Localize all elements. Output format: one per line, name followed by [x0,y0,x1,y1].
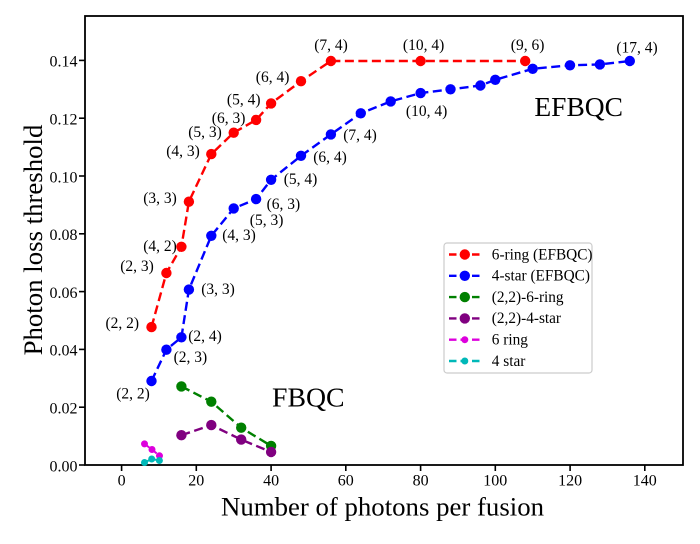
svg-text:0.08: 0.08 [50,227,78,244]
svg-text:Photon loss threshold: Photon loss threshold [18,124,48,355]
svg-text:(4, 3): (4, 3) [222,227,256,244]
svg-text:(2, 3): (2, 3) [120,258,154,275]
svg-text:(10, 4): (10, 4) [403,37,444,54]
svg-text:(6, 3): (6, 3) [267,196,301,213]
svg-text:(5, 3): (5, 3) [188,124,222,141]
svg-text:(6, 4): (6, 4) [256,69,290,86]
svg-text:(6, 4): (6, 4) [313,149,347,166]
svg-text:(5, 3): (5, 3) [250,212,284,229]
svg-text:(2,2)-6-ring: (2,2)-6-ring [492,289,564,306]
svg-text:(5, 4): (5, 4) [284,171,318,188]
svg-text:(6, 3): (6, 3) [212,110,246,127]
svg-text:40: 40 [263,473,279,490]
svg-text:100: 100 [483,473,507,490]
svg-text:(2, 2): (2, 2) [116,386,150,403]
svg-text:(7, 4): (7, 4) [343,127,377,144]
svg-text:60: 60 [338,473,354,490]
svg-text:(2, 3): (2, 3) [174,349,208,366]
svg-text:(2, 4): (2, 4) [188,328,222,345]
svg-text:0: 0 [118,473,126,490]
svg-text:0.12: 0.12 [50,112,78,129]
svg-text:6-ring (EFBQC): 6-ring (EFBQC) [492,246,593,263]
svg-text:0.06: 0.06 [50,285,78,302]
svg-text:0.14: 0.14 [50,54,78,71]
svg-text:6 ring: 6 ring [492,332,528,349]
svg-text:80: 80 [413,473,429,490]
svg-text:140: 140 [633,473,657,490]
svg-text:(2,2)-4-star: (2,2)-4-star [492,310,561,327]
svg-text:0.00: 0.00 [50,458,78,475]
svg-text:(3, 3): (3, 3) [143,190,177,207]
svg-text:(5, 4): (5, 4) [227,92,261,109]
svg-text:(4, 2): (4, 2) [143,238,177,255]
svg-text:(9, 6): (9, 6) [511,37,545,54]
svg-text:FBQC: FBQC [272,382,345,413]
svg-text:EFBQC: EFBQC [534,91,623,122]
svg-text:(4, 3): (4, 3) [166,143,200,160]
svg-text:0.04: 0.04 [50,343,78,360]
svg-text:4 star: 4 star [492,353,526,370]
svg-text:(7, 4): (7, 4) [314,37,348,54]
svg-text:(17, 4): (17, 4) [616,39,657,56]
svg-text:0.02: 0.02 [50,401,78,418]
svg-text:0.10: 0.10 [50,169,78,186]
svg-text:Number of photons per fusion: Number of photons per fusion [221,492,544,522]
svg-text:120: 120 [558,473,582,490]
svg-text:4-star (EFBQC): 4-star (EFBQC) [492,268,590,285]
svg-text:(3, 3): (3, 3) [201,281,235,298]
svg-text:20: 20 [188,473,204,490]
svg-text:(2, 2): (2, 2) [106,315,140,332]
svg-text:(10, 4): (10, 4) [406,103,447,120]
